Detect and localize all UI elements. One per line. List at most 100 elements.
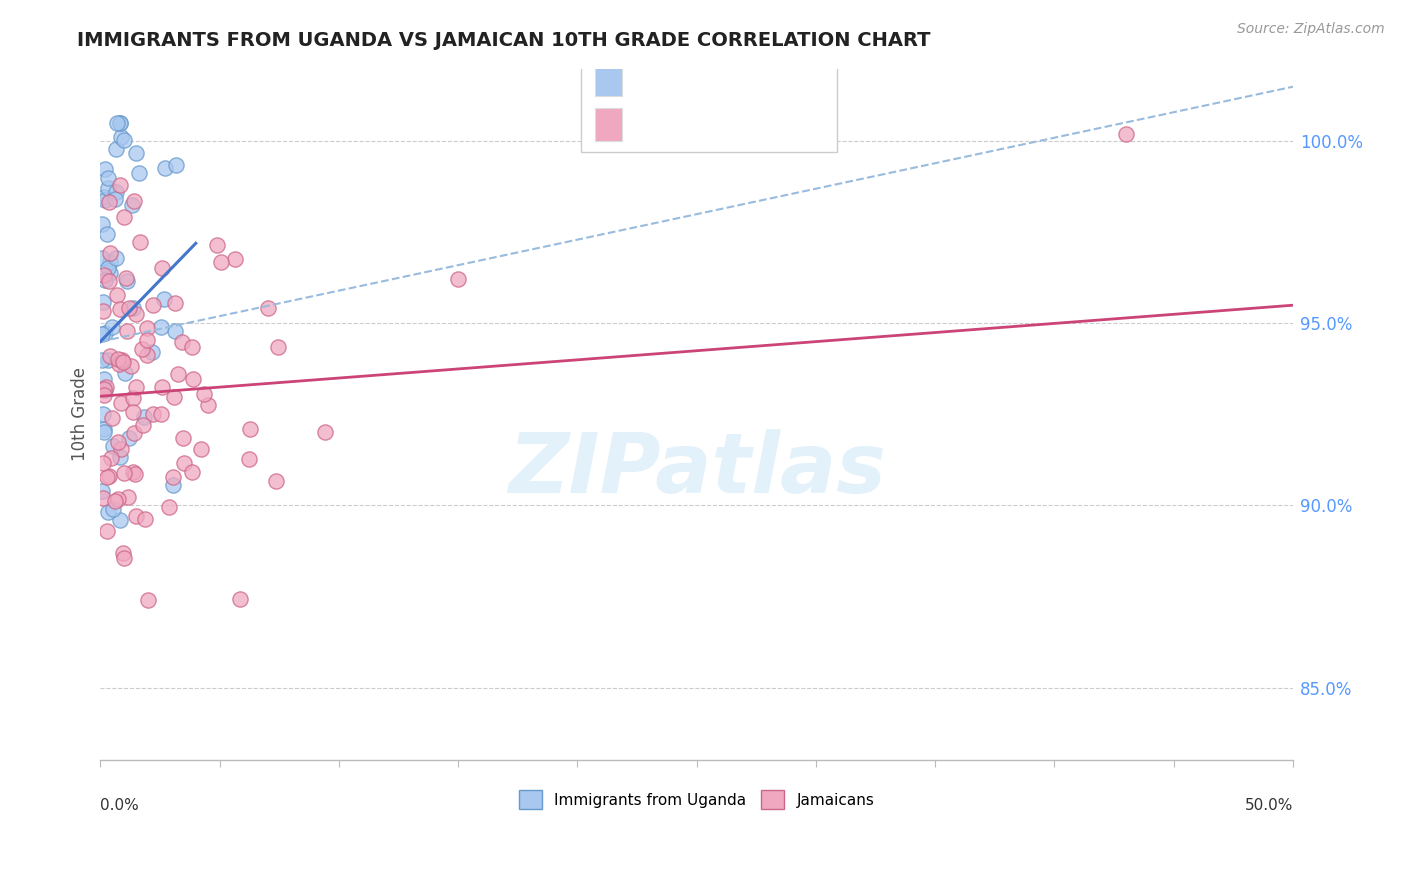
Point (172, 431, 194, 445)
Point (104, 185, 127, 199)
Point (90, 484, 112, 499)
FancyBboxPatch shape (581, 65, 838, 152)
Point (205, 238, 228, 252)
Point (107, 491, 129, 506)
Point (264, 474, 287, 488)
Point (157, 500, 180, 514)
Point (150, 407, 173, 421)
Point (125, 307, 148, 321)
Point (110, 396, 132, 410)
Point (112, 210, 135, 224)
Point (136, 348, 159, 362)
Point (93, 425, 115, 439)
Text: Source: ZipAtlas.com: Source: ZipAtlas.com (1237, 22, 1385, 37)
Point (105, 288, 128, 302)
Point (93, 491, 115, 505)
Point (142, 298, 165, 312)
Point (110, 116, 132, 130)
Point (93, 382, 115, 396)
Point (124, 425, 146, 440)
Point (447, 272, 470, 286)
Point (108, 513, 131, 527)
Point (134, 512, 156, 526)
Point (125, 145, 148, 160)
Point (172, 334, 194, 349)
Point (239, 422, 262, 436)
Point (122, 405, 145, 419)
Point (93, 326, 115, 340)
Point (149, 320, 172, 334)
Point (91, 304, 114, 318)
Point (112, 133, 135, 147)
Point (142, 407, 165, 421)
Point (165, 324, 187, 338)
Point (117, 491, 139, 505)
Point (93, 273, 115, 287)
Point (97, 194, 120, 209)
Point (117, 431, 139, 445)
Point (165, 158, 187, 172)
Point (111, 546, 134, 560)
Point (267, 340, 290, 354)
Point (103, 439, 125, 453)
Point (94, 193, 117, 207)
Point (100, 266, 122, 280)
Point (94, 162, 117, 177)
Point (96, 227, 118, 242)
Point (105, 251, 128, 265)
Point (98, 255, 121, 269)
Point (97, 505, 120, 519)
Point (101, 502, 124, 516)
Point (107, 434, 129, 449)
Point (141, 345, 163, 359)
Point (124, 508, 146, 523)
Point (91, 295, 114, 310)
Point (97, 171, 120, 186)
Point (131, 342, 153, 356)
Point (90, 218, 112, 232)
Point (108, 116, 131, 130)
Point (1115, 127, 1137, 141)
Text: R = 0.153   N = 85: R = 0.153 N = 85 (636, 116, 820, 134)
Point (180, 465, 202, 479)
Point (153, 161, 176, 176)
Point (118, 301, 141, 316)
Y-axis label: 10th Grade: 10th Grade (72, 368, 89, 461)
Point (132, 417, 155, 432)
Point (162, 478, 184, 492)
Point (257, 301, 280, 315)
Text: 0.0%: 0.0% (100, 798, 139, 814)
Point (124, 467, 146, 481)
Point (108, 450, 131, 464)
Text: ZIPatlas: ZIPatlas (508, 429, 886, 510)
Point (122, 194, 145, 208)
Point (110, 442, 132, 456)
Point (93, 372, 115, 386)
Point (108, 357, 131, 371)
Point (128, 235, 150, 250)
Point (91, 407, 114, 421)
Point (112, 355, 135, 369)
Text: 50.0%: 50.0% (1244, 798, 1294, 814)
Point (93, 456, 115, 470)
Point (96, 524, 118, 538)
Point (162, 469, 184, 483)
Point (93, 388, 115, 402)
Point (104, 192, 127, 206)
Point (105, 116, 128, 130)
Point (105, 142, 128, 156)
Point (108, 178, 131, 192)
Point (135, 333, 157, 347)
Point (107, 351, 129, 366)
Point (173, 456, 195, 470)
Text: IMMIGRANTS FROM UGANDA VS JAMAICAN 10TH GRADE CORRELATION CHART: IMMIGRANTS FROM UGANDA VS JAMAICAN 10TH … (77, 31, 931, 50)
Point (115, 271, 138, 285)
Point (114, 367, 136, 381)
Point (98, 245, 121, 260)
Point (128, 166, 150, 180)
Point (97, 260, 120, 275)
Point (163, 390, 186, 404)
Point (101, 410, 124, 425)
Point (97, 353, 120, 368)
Legend: Immigrants from Uganda, Jamaicans: Immigrants from Uganda, Jamaicans (513, 784, 880, 815)
